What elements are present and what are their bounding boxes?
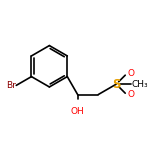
- Text: O: O: [127, 90, 134, 99]
- Text: S: S: [112, 78, 121, 91]
- Text: O: O: [127, 69, 134, 78]
- Text: CH₃: CH₃: [132, 80, 148, 89]
- Text: OH: OH: [71, 107, 85, 116]
- Text: Br: Br: [6, 81, 16, 90]
